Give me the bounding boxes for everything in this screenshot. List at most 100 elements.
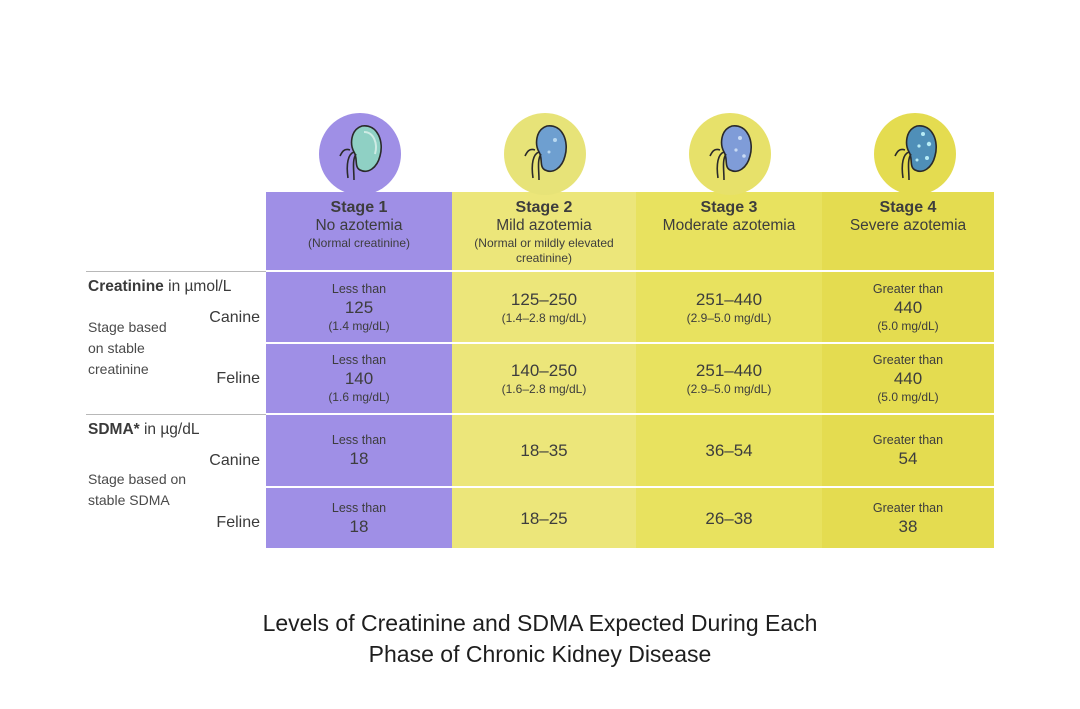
table-cell: Greater than 38 [822, 488, 994, 548]
table-cell: 125–250 (1.4–2.8 mg/dL) [452, 272, 636, 342]
stage-title: Stage 3 [700, 199, 758, 216]
table-cell: Greater than 440 (5.0 mg/dL) [822, 344, 994, 413]
table-cell: 18–25 [452, 488, 636, 548]
cell-value: 18–25 [520, 508, 568, 528]
cell-prefix: Greater than [872, 500, 944, 515]
row-divider [266, 413, 994, 415]
description-line: Stage based [88, 319, 167, 335]
description-line: creatinine [88, 361, 149, 377]
table-cell: 251–440 (2.9–5.0 mg/dL) [636, 272, 822, 342]
species-label-canine: Canine [209, 309, 260, 326]
cell-value: 251–440 [695, 361, 763, 380]
cell-prefix: Greater than [872, 353, 944, 367]
stage-2-header: Stage 2 Mild azotemia (Normal or mildly … [452, 192, 636, 270]
kidney-badge-stage-4 [873, 112, 957, 196]
cell-value: 26–38 [705, 508, 753, 528]
cell-value: 251–440 [695, 289, 763, 309]
cell-value: 140–250 [510, 361, 578, 380]
section-unit: in µmol/L [168, 278, 232, 295]
cell-value: 54 [898, 449, 918, 468]
table-cell: 36–54 [636, 415, 822, 486]
cell-prefix: Less than [331, 500, 387, 515]
table-cell: 140–250 (1.6–2.8 mg/dL) [452, 344, 636, 413]
description-line: stable SDMA [88, 492, 170, 508]
cell-mg: (5.0 mg/dL) [877, 318, 939, 333]
description-line: Stage based on [88, 471, 187, 487]
stage-title: Stage 4 [879, 199, 937, 216]
caption-line-2: Phase of Chronic Kidney Disease [368, 641, 712, 667]
section-divider [86, 271, 266, 272]
stage-subtitle: Mild azotemia [496, 217, 592, 234]
table-cell: Less than 18 [266, 415, 452, 486]
stage-note: (Normal or mildly elevated creatinine) [474, 236, 614, 265]
cell-value: 36–54 [705, 441, 753, 460]
cell-prefix: Less than [331, 281, 387, 296]
kidney-icon [874, 113, 956, 195]
cell-prefix: Greater than [872, 281, 944, 296]
cell-value: 18 [349, 516, 369, 536]
kidney-icon [504, 113, 586, 195]
cell-value: 125 [344, 297, 374, 317]
sdma-description: Stage based on stable SDMA [88, 469, 186, 511]
species-label-canine: Canine [209, 452, 260, 469]
stage-1-column [266, 192, 452, 548]
cell-mg: (1.4 mg/dL) [328, 318, 390, 333]
kidney-icon [689, 113, 771, 195]
cell-value: 38 [898, 516, 918, 536]
table-cell: Greater than 54 [822, 415, 994, 486]
cell-value: 125–250 [510, 289, 578, 309]
table-cell: 18–35 [452, 415, 636, 486]
stage-subtitle: Moderate azotemia [662, 217, 796, 234]
section-divider [86, 414, 266, 415]
section-name: Creatinine [88, 278, 164, 295]
creatinine-description: Stage based on stable creatinine [88, 317, 167, 380]
table-cell: Less than 18 [266, 488, 452, 548]
stage-subtitle: No azotemia [315, 217, 403, 234]
section-unit: in µg/dL [143, 421, 200, 438]
cell-prefix: Less than [331, 433, 387, 447]
stage-1-header: Stage 1 No azotemia (Normal creatinine) [266, 192, 452, 270]
row-divider [266, 270, 994, 272]
cell-value: 18–35 [520, 441, 568, 460]
stage-note: (Normal creatinine) [307, 236, 411, 250]
kidney-badge-stage-2 [503, 112, 587, 196]
sdma-section-label: SDMA* in µg/dL [88, 421, 199, 439]
row-divider [266, 486, 994, 488]
cell-value: 440 [893, 369, 923, 388]
table-cell: 251–440 (2.9–5.0 mg/dL) [636, 344, 822, 413]
species-label-feline: Feline [216, 370, 260, 387]
cell-prefix: Less than [331, 353, 387, 367]
cell-mg: (2.9–5.0 mg/dL) [686, 310, 772, 325]
stage-2-column [452, 192, 636, 548]
stage-title: Stage 1 [330, 199, 388, 216]
kidney-badge-stage-1 [318, 112, 402, 196]
kidney-icon [319, 113, 401, 195]
creatinine-section-label: Creatinine in µmol/L [88, 278, 231, 296]
caption-line-1: Levels of Creatinine and SDMA Expected D… [262, 610, 818, 636]
species-label-feline: Feline [216, 514, 260, 531]
stage-title: Stage 2 [515, 199, 573, 216]
cell-mg: (1.6 mg/dL) [328, 390, 390, 404]
cell-prefix: Greater than [872, 433, 944, 447]
table-cell: Less than 140 (1.6 mg/dL) [266, 344, 452, 413]
cell-value: 440 [893, 297, 923, 317]
cell-mg: (5.0 mg/dL) [877, 390, 939, 404]
cell-mg: (2.9–5.0 mg/dL) [686, 382, 772, 396]
cell-mg: (1.4–2.8 mg/dL) [501, 310, 587, 325]
table-cell: Less than 125 (1.4 mg/dL) [266, 272, 452, 342]
table-cell: 26–38 [636, 488, 822, 548]
stage-subtitle: Severe azotemia [849, 217, 967, 234]
table-cell: Greater than 440 (5.0 mg/dL) [822, 272, 994, 342]
figure-caption: Levels of Creatinine and SDMA Expected D… [0, 608, 1080, 670]
row-divider [266, 342, 994, 344]
cell-mg: (1.6–2.8 mg/dL) [501, 382, 587, 396]
cell-value: 18 [349, 449, 369, 468]
stage-3-header: Stage 3 Moderate azotemia [636, 192, 822, 270]
stage-4-header: Stage 4 Severe azotemia [822, 192, 994, 270]
stage-3-column [636, 192, 822, 548]
cell-value: 140 [344, 369, 374, 388]
description-line: on stable [88, 340, 145, 356]
kidney-badge-stage-3 [688, 112, 772, 196]
stage-4-column [822, 192, 994, 548]
section-name: SDMA* [88, 421, 140, 438]
